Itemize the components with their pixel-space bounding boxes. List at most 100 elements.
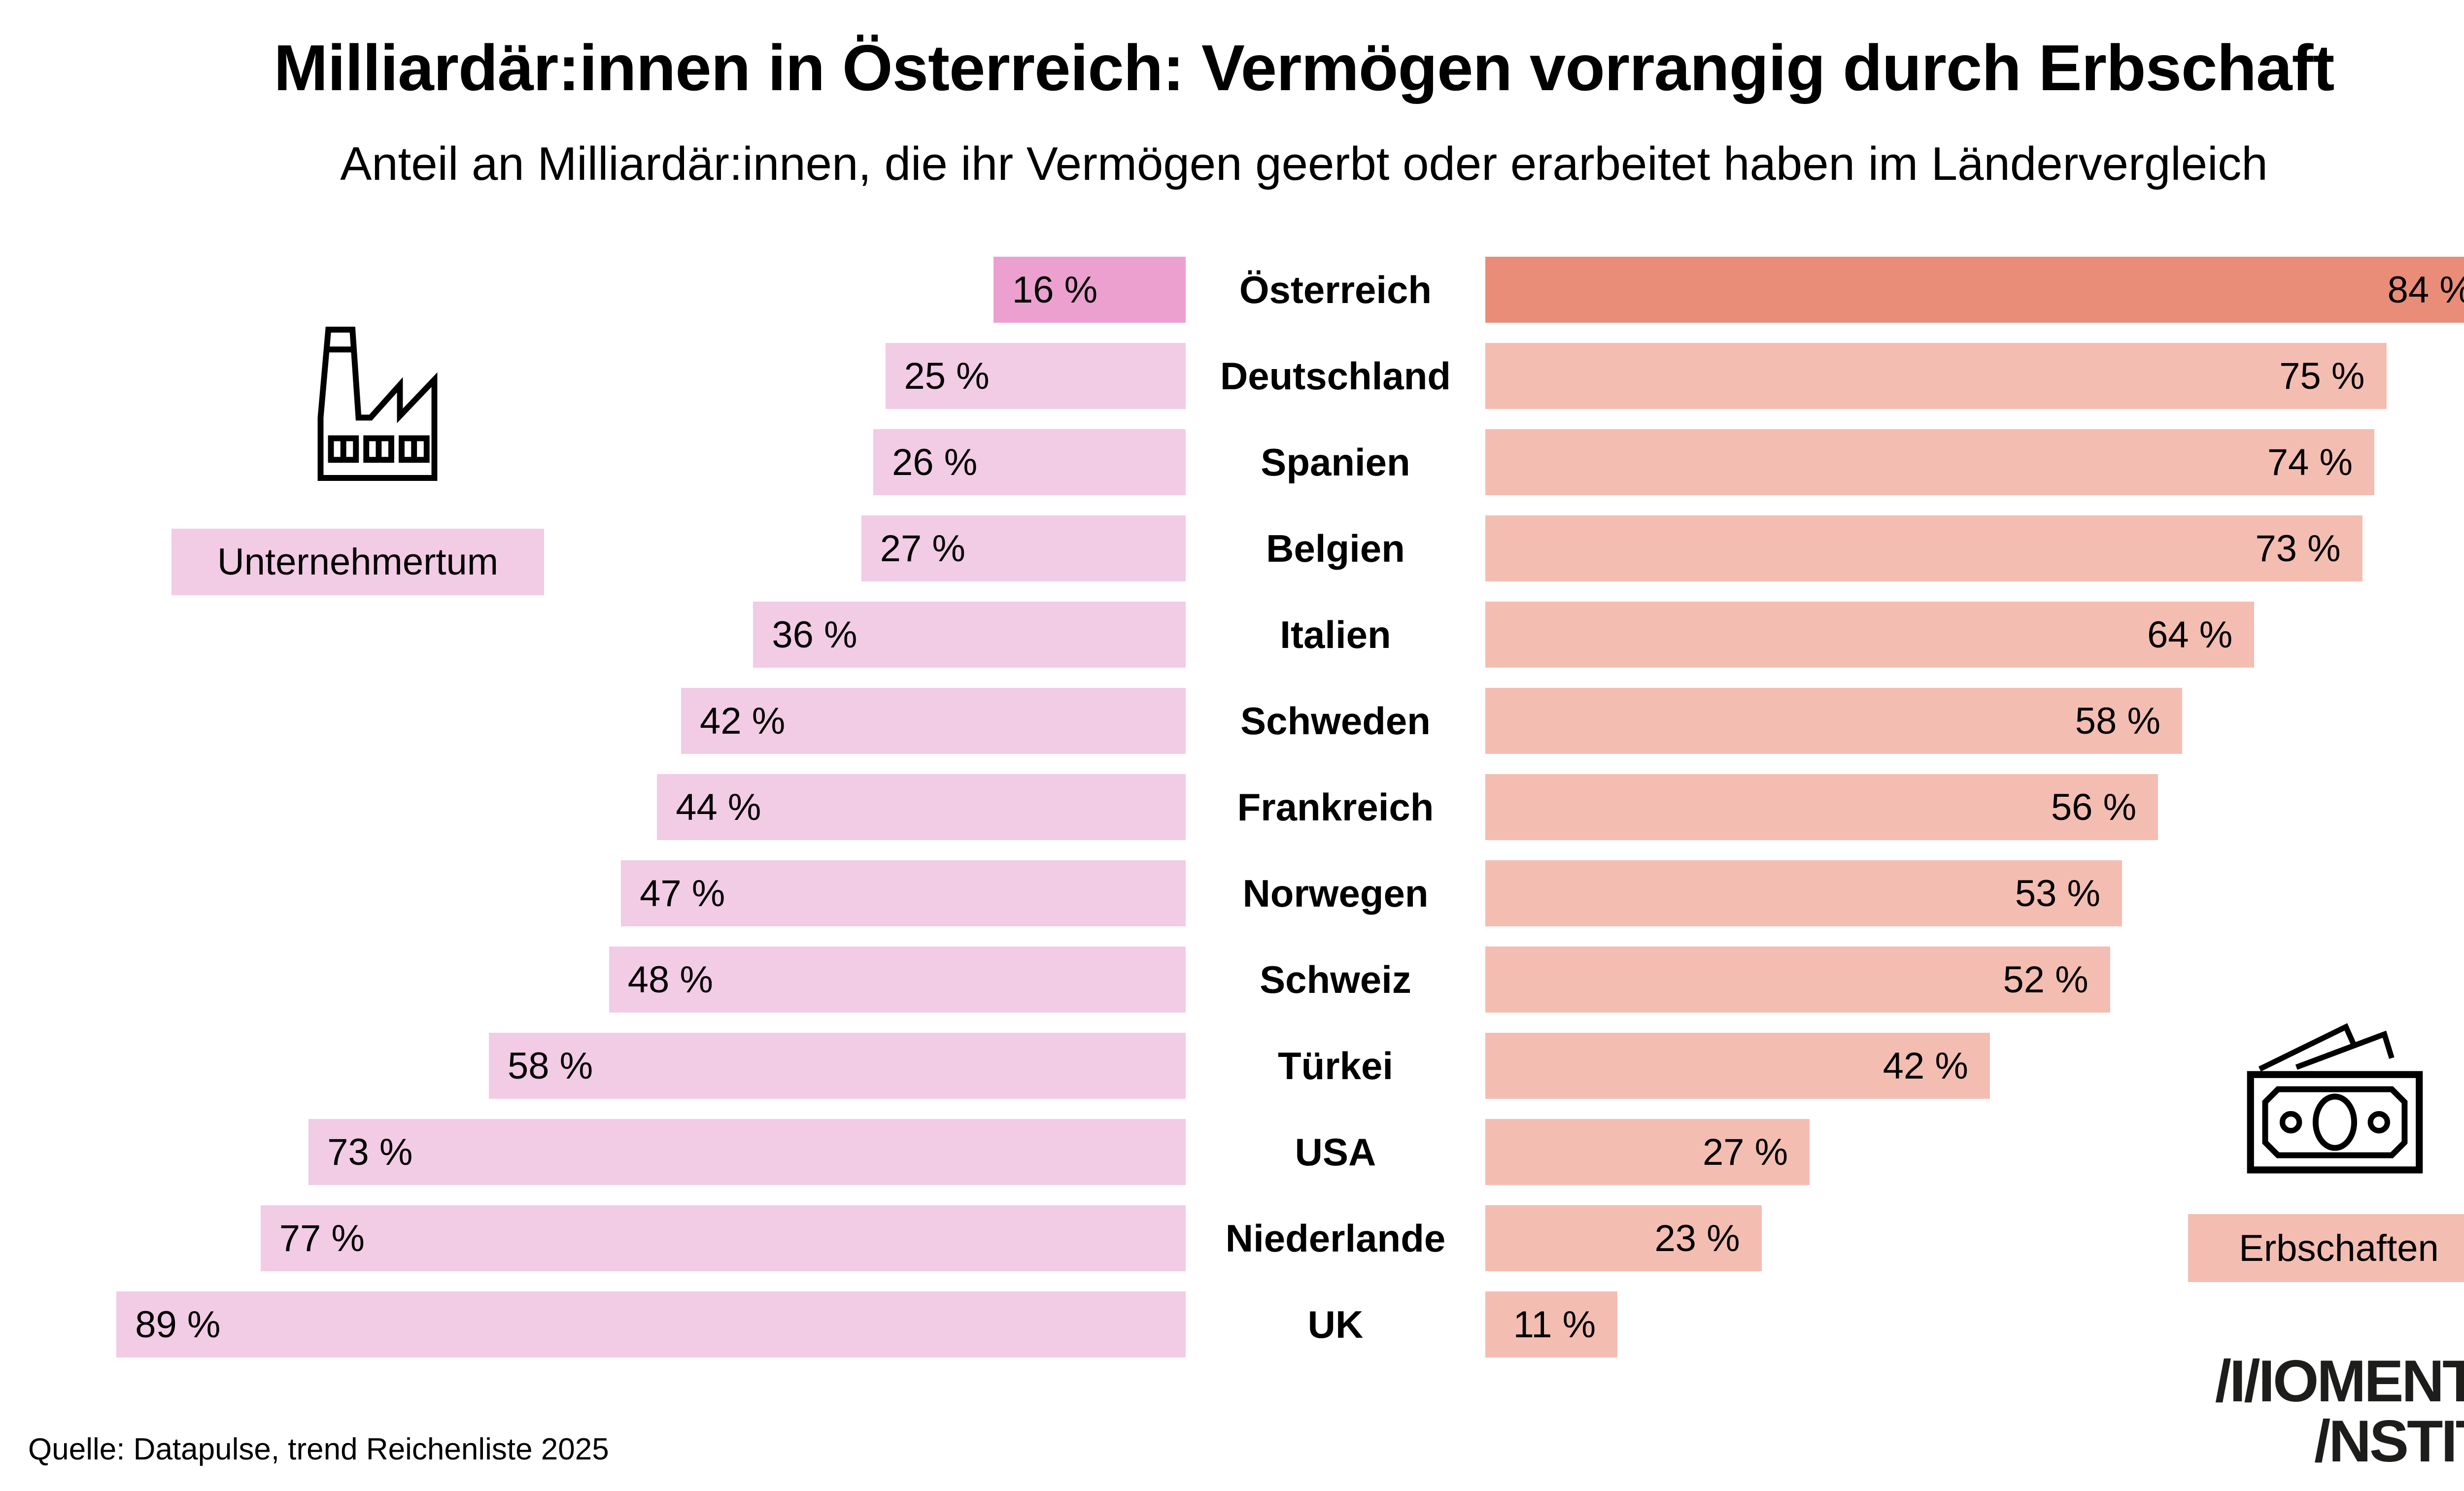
- inheritance-cell: 23 %: [1485, 1205, 2464, 1271]
- entrepreneurship-value: 48 %: [627, 958, 713, 1001]
- entrepreneurship-cell: 48 %: [0, 947, 1186, 1013]
- inheritance-cell: 84 %: [1485, 257, 2464, 323]
- legend-inheritance-label: Erbschaften: [2239, 1227, 2439, 1269]
- banknote-icon: [2231, 1014, 2438, 1182]
- inheritance-bar: 75 %: [1485, 343, 2387, 409]
- chart-row: 36 % Italien 64 %: [0, 602, 2464, 668]
- bar-chart: 16 % Österreich 84 % 25 % Deutschland 75…: [0, 257, 2464, 1378]
- country-label: Italien: [1280, 612, 1391, 656]
- entrepreneurship-cell: 16 %: [0, 257, 1186, 323]
- country-label: Norwegen: [1242, 871, 1429, 915]
- inheritance-bar: 58 %: [1485, 688, 2183, 754]
- inheritance-cell: 52 %: [1485, 947, 2464, 1013]
- country-label: Türkei: [1277, 1044, 1394, 1087]
- inheritance-bar: 52 %: [1485, 947, 2110, 1013]
- inheritance-bar: 56 %: [1485, 774, 2158, 840]
- entrepreneurship-bar: 27 %: [861, 515, 1186, 581]
- entrepreneurship-cell: 25 %: [0, 343, 1186, 409]
- country-label: Schweiz: [1260, 957, 1411, 1001]
- logo-line-1: /I/IOMENTUM: [2215, 1348, 2464, 1414]
- entrepreneurship-cell: 58 %: [0, 1033, 1186, 1099]
- entrepreneurship-bar: 36 %: [753, 602, 1186, 668]
- inheritance-value: 58 %: [2075, 700, 2161, 742]
- entrepreneurship-cell: 77 %: [0, 1205, 1186, 1271]
- inheritance-value: 84 %: [2387, 269, 2464, 311]
- country-label: USA: [1295, 1130, 1376, 1174]
- entrepreneurship-bar: 48 %: [609, 947, 1186, 1013]
- chart-row: 27 % Belgien 73 %: [0, 515, 2464, 581]
- inheritance-value: 74 %: [2267, 441, 2353, 483]
- inheritance-value: 75 %: [2279, 355, 2365, 397]
- entrepreneurship-value: 77 %: [279, 1217, 365, 1259]
- entrepreneurship-bar: 25 %: [885, 343, 1186, 409]
- inheritance-cell: 58 %: [1485, 688, 2464, 754]
- inheritance-value: 64 %: [2147, 613, 2233, 656]
- entrepreneurship-value: 73 %: [327, 1131, 413, 1173]
- inheritance-cell: 74 %: [1485, 429, 2464, 495]
- chart-row: 26 % Spanien 74 %: [0, 429, 2464, 495]
- entrepreneurship-cell: 73 %: [0, 1119, 1186, 1185]
- country-label: Schweden: [1240, 699, 1431, 743]
- entrepreneurship-cell: 42 %: [0, 688, 1186, 754]
- entrepreneurship-cell: 36 %: [0, 602, 1186, 668]
- source-note: Quelle: Datapulse, trend Reichenliste 20…: [28, 1432, 609, 1466]
- chart-row: 47 % Norwegen 53 %: [0, 860, 2464, 926]
- inheritance-bar: 74 %: [1485, 429, 2375, 495]
- entrepreneurship-value: 27 %: [880, 527, 965, 570]
- inheritance-bar: 64 %: [1485, 602, 2255, 668]
- entrepreneurship-bar: 58 %: [488, 1033, 1186, 1099]
- entrepreneurship-bar: 89 %: [116, 1291, 1186, 1357]
- inheritance-cell: 27 %: [1485, 1119, 2464, 1185]
- chart-row: 48 % Schweiz 52 %: [0, 947, 2464, 1013]
- inheritance-value: 23 %: [1654, 1217, 1740, 1259]
- country-label: Deutschland: [1220, 354, 1451, 398]
- inheritance-cell: 11 %: [1485, 1291, 2464, 1357]
- entrepreneurship-bar: 16 %: [993, 257, 1186, 323]
- country-label: Österreich: [1239, 268, 1432, 311]
- entrepreneurship-value: 47 %: [640, 872, 725, 915]
- entrepreneurship-cell: 47 %: [0, 860, 1186, 926]
- inheritance-bar: 84 %: [1485, 257, 2464, 323]
- inheritance-cell: 56 %: [1485, 774, 2464, 840]
- legend-inheritance: Erbschaften: [2188, 1214, 2464, 1282]
- inheritance-bar: 27 %: [1485, 1119, 1810, 1185]
- chart-row: 44 % Frankreich 56 %: [0, 774, 2464, 840]
- entrepreneurship-value: 89 %: [135, 1303, 221, 1346]
- entrepreneurship-bar: 73 %: [308, 1119, 1186, 1185]
- entrepreneurship-bar: 44 %: [657, 774, 1186, 840]
- inheritance-value: 53 %: [2015, 872, 2101, 915]
- page-subtitle: Anteil an Milliardär:innen, die ihr Verm…: [340, 137, 2268, 190]
- entrepreneurship-bar: 47 %: [621, 860, 1186, 926]
- country-label: Frankreich: [1237, 785, 1434, 829]
- entrepreneurship-bar: 42 %: [681, 688, 1186, 754]
- inheritance-value: 42 %: [1882, 1045, 1968, 1087]
- inheritance-bar: 73 %: [1485, 515, 2362, 581]
- entrepreneurship-cell: 44 %: [0, 774, 1186, 840]
- chart-row: 16 % Österreich 84 %: [0, 257, 2464, 323]
- inheritance-value: 27 %: [1703, 1131, 1788, 1173]
- chart-row: 89 % UK 11 %: [0, 1291, 2464, 1357]
- inheritance-value: 73 %: [2255, 527, 2341, 570]
- inheritance-cell: 42 %: [1485, 1033, 2464, 1099]
- chart-row: 73 % USA 27 %: [0, 1119, 2464, 1185]
- inheritance-value: 56 %: [2051, 786, 2137, 828]
- country-label: UK: [1307, 1302, 1364, 1346]
- country-label: Spanien: [1261, 440, 1410, 484]
- momentum-institut-logo: /I/IOMENTUM /NSTITUT: [2215, 1351, 2464, 1472]
- entrepreneurship-bar: 77 %: [260, 1205, 1186, 1271]
- entrepreneurship-value: 16 %: [1012, 269, 1098, 311]
- inheritance-bar: 53 %: [1485, 860, 2122, 926]
- chart-row: 25 % Deutschland 75 %: [0, 343, 2464, 409]
- entrepreneurship-bar: 26 %: [873, 429, 1186, 495]
- entrepreneurship-value: 36 %: [772, 613, 857, 656]
- chart-row: 58 % Türkei 42 %: [0, 1033, 2464, 1099]
- inheritance-cell: 53 %: [1485, 860, 2464, 926]
- factory-icon: [274, 319, 446, 494]
- country-label: Belgien: [1266, 526, 1405, 570]
- entrepreneurship-cell: 26 %: [0, 429, 1186, 495]
- entrepreneurship-value: 26 %: [892, 441, 978, 483]
- entrepreneurship-value: 44 %: [676, 786, 761, 828]
- chart-row: 77 % Niederlande 23 %: [0, 1205, 2464, 1271]
- entrepreneurship-cell: 27 %: [0, 515, 1186, 581]
